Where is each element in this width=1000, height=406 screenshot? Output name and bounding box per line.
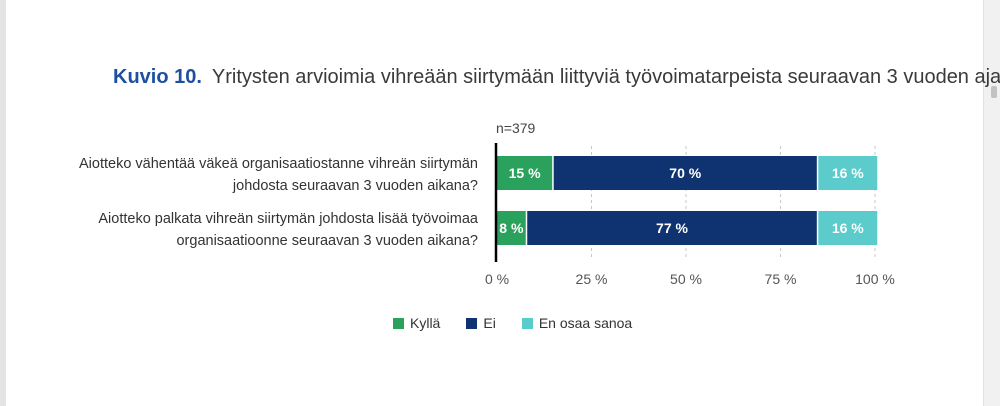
- legend-item: En osaa sanoa: [521, 315, 633, 331]
- legend-label: Ei: [483, 315, 496, 331]
- bar-value-label: 77 %: [656, 220, 688, 236]
- vertical-scrollbar[interactable]: [983, 0, 1000, 406]
- page-left-edge: [0, 0, 6, 406]
- sample-size-annotation: n=379: [496, 120, 536, 136]
- legend-swatch: [521, 317, 533, 329]
- figure-title: Kuvio 10. Yritysten arvioimia vihreään si…: [113, 63, 1000, 91]
- legend-label: Kyllä: [410, 315, 441, 331]
- bar-value-label: 70 %: [669, 165, 701, 181]
- legend-item: Ei: [466, 315, 496, 331]
- legend-item: Kyllä: [393, 315, 440, 331]
- figure-label: Kuvio 10.: [113, 66, 202, 88]
- bar-value-label: 16 %: [832, 220, 864, 236]
- scrollbar-thumb[interactable]: [991, 86, 997, 98]
- bar-segment: [818, 211, 878, 245]
- x-tick-label: 25 %: [576, 271, 608, 287]
- bar-segment: [497, 211, 526, 245]
- category-label: Aiotteko palkata vihreän siirtymän johdo…: [98, 211, 479, 227]
- x-tick-label: 0 %: [485, 271, 509, 287]
- bar-value-label: 15 %: [509, 165, 541, 181]
- legend-label: En osaa sanoa: [538, 315, 633, 331]
- bar-value-label: 16 %: [832, 165, 864, 181]
- chart-legend: Kyllä Ei En osaa sanoa: [393, 313, 632, 333]
- x-tick-label: 75 %: [765, 271, 797, 287]
- bar-segment: [497, 156, 553, 190]
- category-label: johdosta seuraavan 3 vuoden aikana?: [232, 178, 478, 194]
- bar-value-label: 8 %: [499, 220, 524, 236]
- category-label: organisaatioonne seuraavan 3 vuoden aika…: [176, 233, 478, 249]
- x-tick-label: 100 %: [855, 271, 895, 287]
- category-label: Aiotteko vähentää väkeä organisaatiostan…: [79, 156, 478, 172]
- bar-segment: [553, 156, 817, 190]
- figure-title-text: Yritysten arvioimia vihreään siirtymään …: [211, 66, 1000, 88]
- bar-segment: [527, 211, 817, 245]
- x-tick-label: 50 %: [670, 271, 702, 287]
- legend-swatch: [393, 317, 404, 329]
- bar-segment: [818, 156, 878, 190]
- legend-swatch: [466, 317, 478, 329]
